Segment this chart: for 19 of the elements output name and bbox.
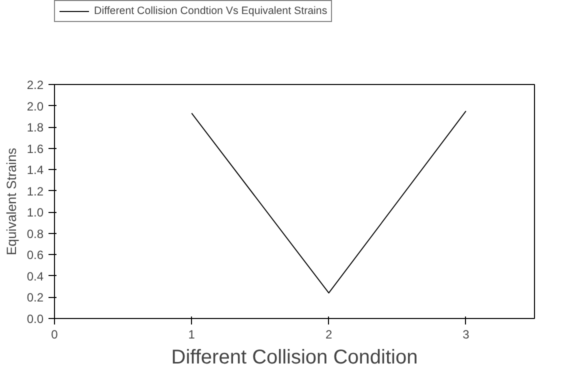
y-tick-label: 1.6: [26, 142, 44, 156]
y-tick-label: 0.8: [26, 226, 44, 241]
y-tick-label: 2.0: [26, 99, 44, 114]
x-tick-label: 3: [462, 328, 470, 342]
x-tick-label: 0: [51, 328, 58, 342]
y-tick-label: 2.2: [26, 78, 44, 92]
y-tick-label: 1.0: [26, 206, 44, 220]
x-tick-label: 1: [188, 328, 196, 342]
y-tick-label: 1.8: [26, 120, 44, 135]
y-axis-title: Equivalent Strains: [4, 147, 19, 256]
legend-label: Different Collision Condtion Vs Equivalent Strains: [94, 5, 328, 17]
x-tick-label: 2: [325, 328, 332, 342]
y-tick-label: 1.4: [26, 163, 44, 178]
y-tick-label: 0.4: [26, 269, 44, 284]
y-tick-label: 0.2: [26, 290, 44, 305]
y-tick-label: 0.0: [26, 312, 44, 326]
y-tick-label: 0.6: [26, 248, 44, 262]
y-tick-label: 1.2: [26, 184, 44, 198]
x-axis-title: Different Collision Condition: [171, 346, 418, 368]
